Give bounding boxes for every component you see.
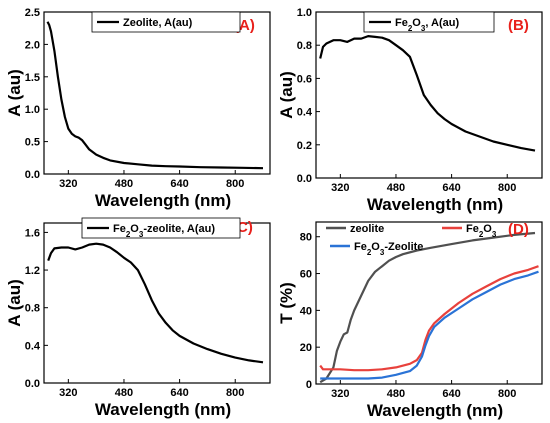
y-tick-label: 0: [306, 379, 312, 391]
y-tick-label: 0.5: [25, 137, 40, 149]
x-tick-label: 640: [170, 387, 188, 399]
x-tick-label: 320: [331, 388, 349, 400]
x-tick-label: 640: [442, 182, 460, 194]
panel-a: 320 480 640 800 0.0 0.5 1.0 1.5 2.0 2.5 Wavelength…: [5, 7, 271, 210]
plot-frame: [315, 11, 543, 179]
x-tick-label: 480: [115, 387, 133, 399]
y-tick-label: 0.4: [297, 107, 313, 119]
series-line-0: [46, 21, 264, 170]
series-line-0: [319, 35, 536, 152]
legend-entry: Fe2O3-Zeolite: [354, 241, 423, 257]
x-tick-label: 640: [442, 388, 460, 400]
x-axis-label: Wavelength (nm): [367, 401, 503, 420]
y-tick-label: 0.0: [25, 169, 40, 181]
panel-label: (D): [508, 221, 529, 238]
legend-entry: Zeolite, A(au): [123, 17, 193, 29]
panel-d: 320 480 640 800 0 20 40 60 80 Wavelength (nm) T (%…: [277, 221, 543, 420]
legend-box: [91, 11, 241, 33]
y-tick-label: 1.0: [297, 7, 312, 19]
legend-entry: zeolite: [350, 223, 384, 235]
y-tick-label: 0.4: [25, 340, 41, 352]
y-tick-label: 40: [300, 305, 312, 317]
x-axis-label: Wavelength (nm): [367, 195, 503, 214]
y-tick-label: 0.8: [25, 303, 40, 315]
series-line-0: [47, 242, 264, 364]
x-tick-label: 800: [226, 178, 244, 190]
y-tick-label: 60: [300, 269, 312, 281]
y-axis-label: A (au): [5, 69, 24, 117]
y-axis-label: T (%): [277, 282, 296, 324]
x-tick-label: 800: [498, 388, 516, 400]
x-tick-label: 320: [59, 387, 77, 399]
x-tick-label: 800: [498, 182, 516, 194]
legend-box: [81, 217, 241, 239]
legend-box: [363, 11, 495, 33]
panel-label: (B): [508, 17, 529, 34]
x-tick-label: 320: [331, 182, 349, 194]
x-tick-label: 480: [387, 388, 405, 400]
plot-frame: [43, 11, 271, 175]
legend-entry: Fe2O3-zeolite, A(au): [113, 223, 215, 239]
plot-frame: [43, 222, 271, 384]
y-tick-label: 1.0: [25, 104, 40, 116]
series-line-2: [320, 270, 539, 380]
x-tick-label: 480: [115, 178, 133, 190]
y-tick-label: 2.5: [25, 7, 40, 19]
panel-c: 320 480 640 800 0.0 0.4 0.8 1.2 1.6 Wavelength (n…: [5, 217, 271, 419]
x-axis-label: Wavelength (nm): [95, 400, 231, 419]
y-tick-label: 0.0: [297, 173, 312, 185]
y-tick-label: 0.8: [297, 40, 312, 52]
series-line-1: [319, 265, 539, 372]
plot-frame: [315, 221, 543, 385]
y-tick-label: 20: [300, 342, 312, 354]
x-tick-label: 800: [226, 387, 244, 399]
x-axis-label: Wavelength (nm): [95, 191, 231, 210]
series-line-0: [319, 231, 536, 384]
y-tick-label: 80: [300, 232, 312, 244]
panel-b: 320 480 640 800 0.0 0.2 0.4 0.6 0.8 1.0 Wavelength…: [277, 7, 543, 214]
legend-entry: Fe2O3: [466, 223, 497, 239]
y-tick-label: 0.2: [297, 140, 312, 152]
y-tick-label: 1.2: [25, 265, 40, 277]
y-tick-label: 2.0: [25, 39, 40, 51]
y-tick-label: 1.6: [25, 227, 40, 239]
y-axis-label: A (au): [277, 71, 296, 119]
y-tick-label: 0.6: [297, 73, 312, 85]
y-tick-label: 0.0: [25, 378, 40, 390]
x-tick-label: 480: [387, 182, 405, 194]
x-tick-label: 320: [59, 178, 77, 190]
x-tick-label: 640: [170, 178, 188, 190]
y-tick-label: 1.5: [25, 72, 40, 84]
y-axis-label: A (au): [5, 279, 24, 327]
legend-entry: Fe2O3, A(au): [395, 17, 459, 33]
